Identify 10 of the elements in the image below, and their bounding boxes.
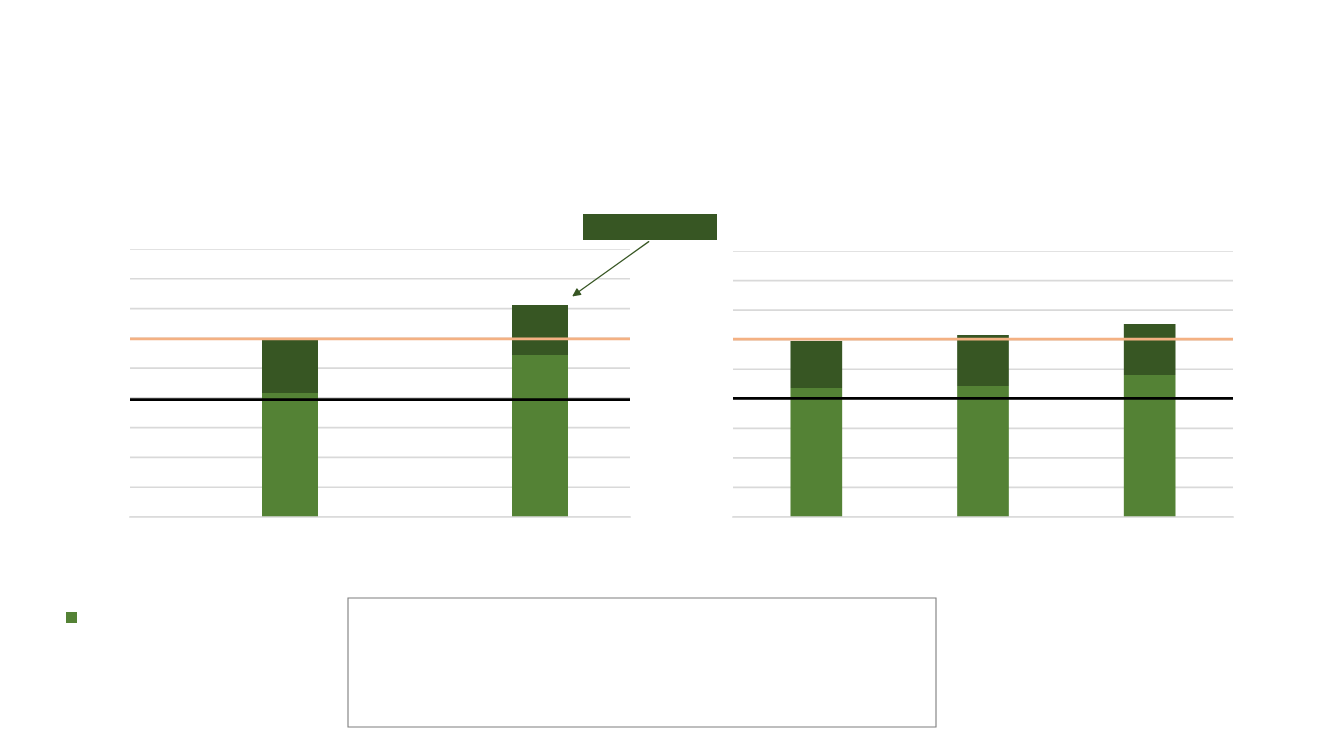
bar <box>1123 374 1176 517</box>
bar <box>790 388 843 517</box>
bar <box>512 304 568 356</box>
bar <box>262 339 318 393</box>
bar <box>790 340 843 389</box>
bar <box>1123 323 1176 375</box>
bar <box>957 334 1009 386</box>
bar <box>262 392 318 517</box>
bar <box>957 385 1009 517</box>
bar <box>512 355 568 517</box>
